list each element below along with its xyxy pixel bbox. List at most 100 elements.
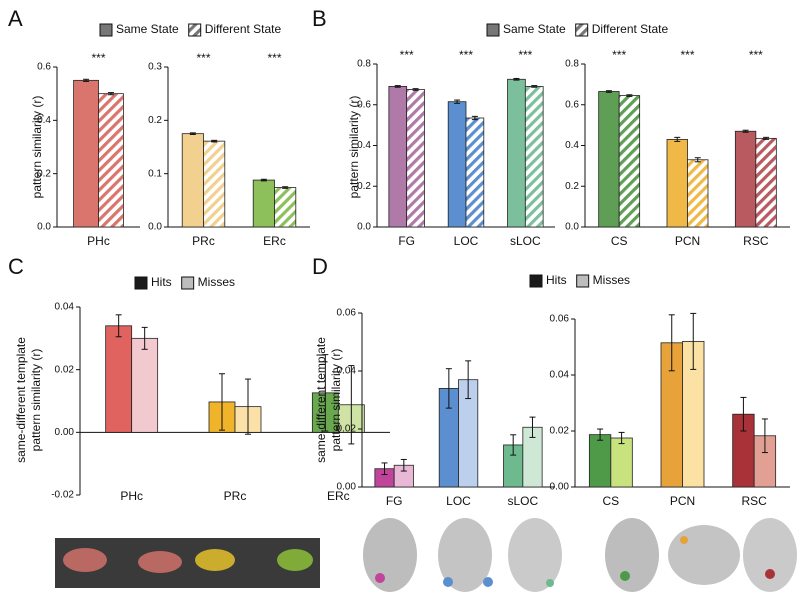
error-bar [626,94,633,97]
y-tick-label: 0.00 [337,482,357,493]
bar [447,101,467,228]
y-tick-label: 0.0 [148,222,162,233]
significance: *** [196,51,210,65]
error-bar [742,129,749,133]
y-tick-label: 0.4 [565,140,579,151]
bar [73,79,99,228]
y-tick-label: 0.04 [55,302,75,313]
error-bar [761,418,768,454]
brain-roi [63,548,107,572]
legend-label: Different State [592,22,669,36]
legend-label: Hits [151,275,172,289]
bar [610,437,633,488]
y-tick-label: 0.8 [357,59,371,70]
bar [98,93,124,228]
y-tick-label: 0.1 [148,168,162,179]
bar [598,91,620,228]
y-tick-label: 0.00 [550,482,570,493]
bar [588,434,612,488]
x-tick-label: FG [398,234,415,248]
bar [181,133,204,228]
x-tick-label: sLOC [510,234,541,248]
error-bar [668,314,675,372]
x-tick-label: PHc [87,234,110,248]
brain-axial [605,518,659,592]
error-bar [513,77,520,81]
error-bar [694,157,701,163]
y-tick-label: -0.02 [51,490,74,501]
y-tick-label: 0.0 [565,222,579,233]
legend-swatch [529,274,543,288]
brain-roi [138,551,182,573]
bar [618,95,641,228]
error-bar [618,431,625,445]
brain-axial [363,518,417,592]
error-bar [189,132,196,135]
error-bar [763,136,770,140]
legend-swatch [181,276,195,290]
legend-label: Hits [546,273,567,287]
error-bar [740,396,747,432]
legend-label: Misses [593,273,630,287]
y-tick-label: 0.2 [37,168,51,179]
error-bar [211,139,218,143]
error-bar [465,360,472,400]
bar [105,325,133,433]
brain-roi [195,549,235,571]
error-bar [322,354,329,432]
y-axis-label: pattern similarity (r) [30,96,44,199]
y-tick-label: 0.04 [337,366,357,377]
y-tick-label: 0.2 [565,181,579,192]
brain-roi [277,549,313,571]
legend-swatch [486,23,500,37]
y-tick-label: 0.6 [565,99,579,110]
bar [465,117,485,228]
brain-roi [483,577,493,587]
legend-swatch [576,274,590,288]
x-tick-label: sLOC [507,494,538,508]
legend-label: Misses [198,275,235,289]
y-axis-label: pattern similarity (r) [347,96,361,199]
y-tick-label: 0.6 [357,99,371,110]
error-bar [454,99,461,104]
error-bar [529,416,536,438]
x-tick-label: CS [611,234,628,248]
error-bar [597,428,604,441]
y-tick-label: 0.04 [550,370,570,381]
error-bar [412,88,419,91]
bar [274,187,297,228]
y-axis-label: same-different template [14,337,28,463]
y-tick-label: 0.4 [37,115,51,126]
brain-axial [508,518,562,592]
x-tick-label: CS [602,494,619,508]
brain-axial [743,518,797,592]
legend-label: Same State [503,22,566,36]
brain-axial [438,518,492,592]
y-tick-label: 0.06 [550,314,570,325]
significance: *** [518,48,532,62]
bar [406,89,425,228]
x-tick-label: PHc [120,489,143,503]
brain-roi [620,571,630,581]
bar [203,140,226,228]
significance: *** [680,48,694,62]
error-bar [282,186,289,189]
panel-letter: A [8,6,23,31]
panel-letter: C [8,254,24,279]
brain-roi [443,577,453,587]
y-tick-label: 0.0 [37,222,51,233]
brain-roi [546,579,554,587]
x-tick-label: ERc [327,489,350,503]
bar [687,159,709,228]
error-bar [605,90,612,93]
x-tick-label: LOC [446,494,471,508]
y-tick-label: 0.00 [55,427,75,438]
x-tick-label: PRc [192,234,215,248]
y-tick-label: 0.2 [148,115,162,126]
error-bar [690,312,697,370]
y-axis-label: pattern similarity (r) [329,349,343,452]
error-bar [83,78,90,82]
error-bar [107,92,114,96]
significance: *** [749,48,763,62]
y-axis-label: same-different template [314,337,328,463]
